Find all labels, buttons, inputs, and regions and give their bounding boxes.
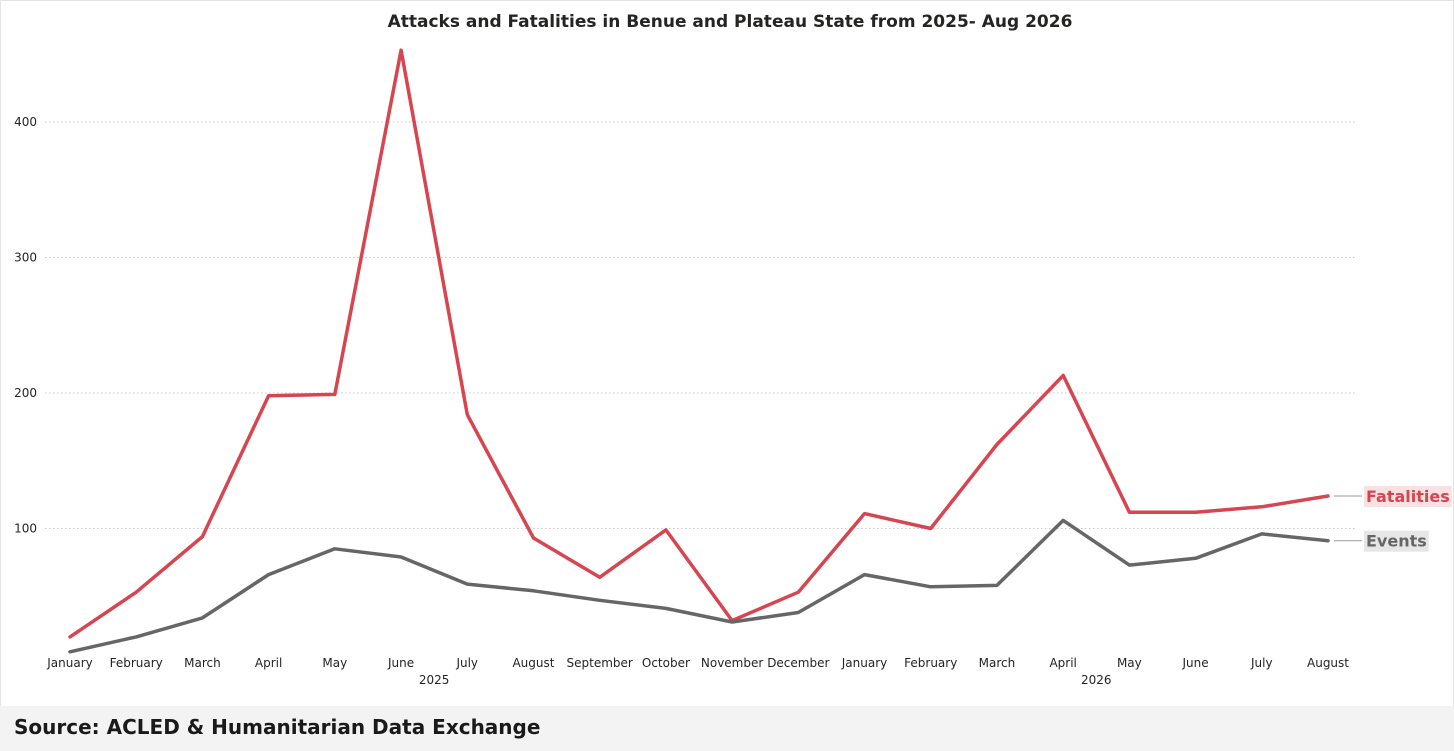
x-tick-label: August (512, 656, 554, 670)
series-label-events: Events (1366, 532, 1427, 551)
line-chart: 100 200 300 400 January February March April Ma… (14, 48, 1452, 687)
series-label-background (1364, 530, 1429, 552)
y-axis: 100 200 300 400 (14, 115, 37, 536)
x-tick-label: June (1182, 656, 1209, 670)
gridlines (45, 121, 1355, 529)
x-tick-label: February (110, 656, 163, 670)
series-line-fatalities (68, 48, 1330, 639)
x-tick-label: October (642, 656, 690, 670)
series-lines (68, 48, 1330, 654)
x-tick-label: July (1250, 656, 1273, 670)
chart-title: Attacks and Fatalities in Benue and Plat… (387, 12, 1073, 32)
x-tick-label: April (255, 656, 282, 670)
x-tick-label: December (767, 656, 829, 670)
y-tick-label: 400 (14, 115, 37, 129)
series-labels: Fatalities Events (1334, 485, 1452, 552)
x-tick-label: June (387, 656, 414, 670)
footer-bar: Source: ACLED & Humanitarian Data Exchan… (0, 706, 1454, 751)
series-line-events (68, 518, 1330, 654)
x-tick-label: November (701, 656, 763, 670)
x-tick-label: August (1307, 656, 1349, 670)
x-axis: January February March April May June July Augu… (46, 656, 1349, 687)
x-tick-label: May (322, 656, 347, 670)
x-tick-label: April (1049, 656, 1076, 670)
x-tick-label: January (841, 656, 888, 670)
x-tick-label: July (455, 656, 478, 670)
chart-card (0, 0, 1454, 707)
y-tick-label: 200 (14, 386, 37, 400)
series-label-background (1364, 485, 1452, 507)
x-group-label: 2026 (1081, 673, 1112, 687)
x-tick-label: January (46, 656, 93, 670)
x-tick-label: March (979, 656, 1016, 670)
x-tick-label: March (184, 656, 221, 670)
series-label-fatalities: Fatalities (1366, 487, 1450, 506)
source-text: Source: ACLED & Humanitarian Data Exchan… (14, 715, 541, 739)
x-group-label: 2025 (419, 673, 450, 687)
x-tick-label: May (1117, 656, 1142, 670)
x-tick-label: February (904, 656, 957, 670)
y-tick-label: 300 (14, 251, 37, 265)
x-tick-label: September (567, 656, 633, 670)
y-tick-label: 100 (14, 522, 37, 536)
